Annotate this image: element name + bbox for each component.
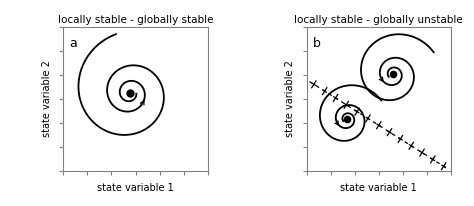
Title: locally stable - globally stable: locally stable - globally stable	[58, 15, 213, 25]
X-axis label: state variable 1: state variable 1	[340, 183, 417, 193]
X-axis label: state variable 1: state variable 1	[97, 183, 174, 193]
Text: b: b	[312, 37, 320, 50]
Y-axis label: state variable 2: state variable 2	[42, 60, 52, 137]
Title: locally stable - globally unstable: locally stable - globally unstable	[294, 15, 463, 25]
Y-axis label: state variable 2: state variable 2	[285, 60, 295, 137]
Text: a: a	[69, 37, 77, 50]
